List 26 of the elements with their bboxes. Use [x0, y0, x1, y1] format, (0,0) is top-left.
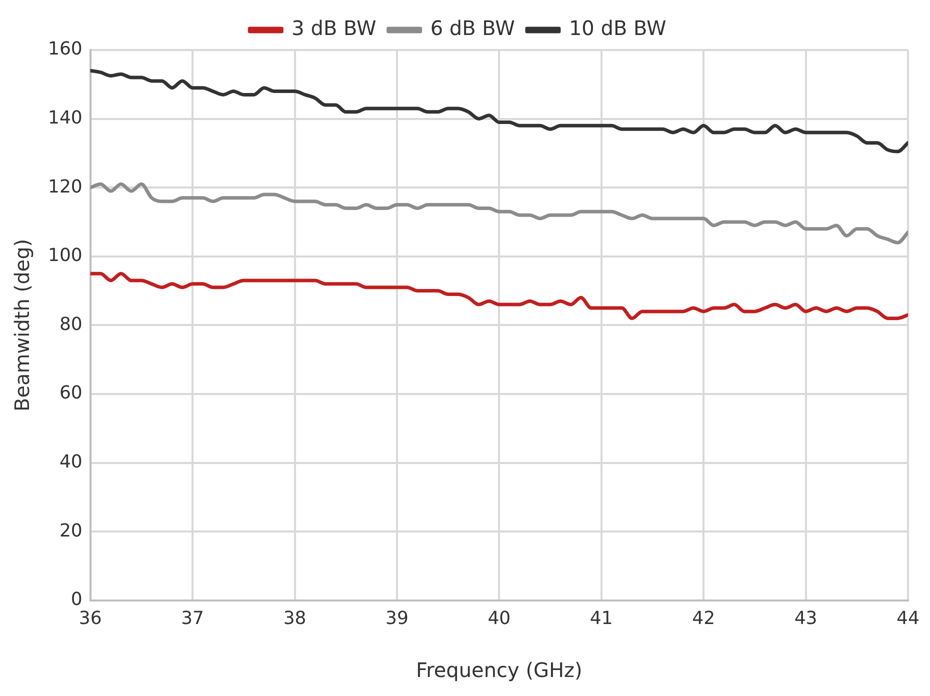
y-tick-label: 120 — [48, 176, 82, 198]
y-tick-label: 140 — [48, 107, 82, 128]
y-tick-label: 20 — [59, 520, 82, 542]
legend-label: 6 dB BW — [430, 16, 516, 40]
x-axis-title: Frequency (GHz) — [416, 658, 582, 682]
y-tick-label: 80 — [59, 314, 82, 335]
x-tick-label: 43 — [794, 608, 818, 629]
y-tick-label: 100 — [48, 245, 82, 266]
x-tick-label: 42 — [692, 608, 716, 629]
line-series — [90, 68, 908, 154]
x-tick-label: 40 — [488, 608, 511, 629]
y-tick-label: 160 — [48, 38, 82, 60]
x-tick-label: 38 — [283, 608, 306, 629]
x-tick-label: 36 — [78, 608, 102, 629]
x-tick-label: 37 — [181, 608, 204, 629]
legend-label: 3 dB BW — [292, 16, 377, 40]
x-tick-label: 44 — [896, 608, 920, 629]
y-tick-label: 40 — [59, 451, 82, 472]
line-series — [90, 272, 908, 320]
y-tick-label: 0 — [70, 589, 82, 610]
y-tick-label: 60 — [59, 382, 82, 404]
line-series — [90, 182, 908, 244]
x-tick-label: 39 — [386, 608, 408, 629]
x-tick-label: 41 — [590, 608, 613, 629]
legend-label: 10 dB BW — [568, 16, 667, 40]
y-axis-title: Beamwidth (deg) — [10, 238, 34, 412]
